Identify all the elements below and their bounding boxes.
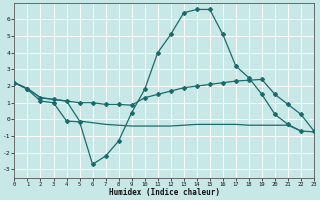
- X-axis label: Humidex (Indice chaleur): Humidex (Indice chaleur): [109, 188, 220, 197]
